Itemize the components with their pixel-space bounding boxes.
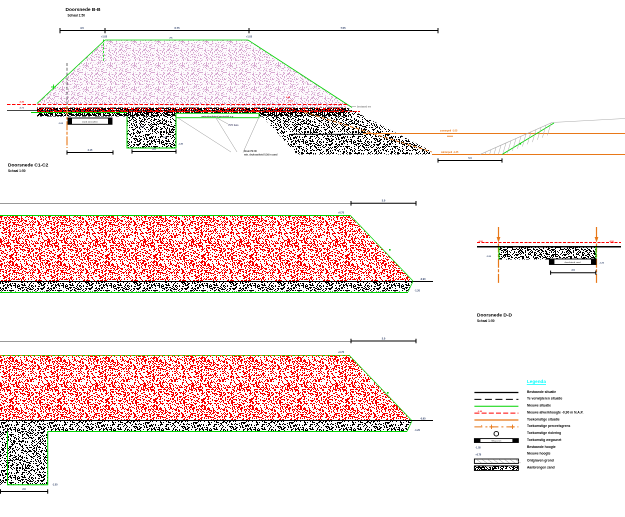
svg-text:Nieuwe situatie: Nieuwe situatie [527,404,551,408]
svg-text:1:1.5: 1:1.5 [288,101,294,103]
svg-text:Schaal 1:50: Schaal 1:50 [68,14,86,18]
svg-text:Doorsnede D-D: Doorsnede D-D [477,313,512,319]
svg-text:Te verwijderen situatie: Te verwijderen situatie [527,397,562,401]
svg-text:-0.90: -0.90 [609,241,615,243]
svg-text:-1.20: -1.20 [599,263,605,265]
svg-text:p: p [481,425,483,427]
svg-text:-1.40: -1.40 [162,136,168,139]
svg-text:5.0: 5.0 [382,336,386,340]
svg-text:-0.90: -0.90 [478,241,484,243]
svg-text:Aanbrengen zand: Aanbrengen zand [527,465,555,469]
svg-text:+0.70: +0.70 [338,351,345,354]
svg-text:Legenda: Legenda [527,379,546,384]
svg-text:-1.20: -1.20 [486,256,492,258]
svg-text:-1.05: -1.05 [475,447,481,449]
svg-text:Toekomstige riolering: Toekomstige riolering [527,431,561,435]
svg-text:-1.05: -1.05 [58,123,64,125]
svg-text:7.55: 7.55 [340,26,346,30]
svg-text:waterdoorlatend geotextiel o.g: waterdoorlatend geotextiel o.g. [201,115,234,118]
svg-text:-0.45: -0.45 [19,101,25,104]
svg-text:Doorsnede B-B: Doorsnede B-B [66,7,101,13]
svg-text:+0.70: +0.70 [475,454,482,456]
svg-text:min. drukvastheid 0,5d in zand: min. drukvastheid 0,5d in zand [244,154,278,157]
svg-text:+1.05: +1.05 [101,36,108,39]
svg-text:5.0: 5.0 [382,199,386,203]
svg-text:2%: 2% [169,37,172,39]
svg-text:2.15: 2.15 [88,149,93,152]
svg-text:Toekomstige perceelsgrens: Toekomstige perceelsgrens [527,424,571,428]
svg-text:-1.20: -1.20 [415,289,421,292]
svg-text:-1.00: -1.00 [139,127,145,129]
svg-text:-1.50: -1.50 [52,484,58,487]
svg-text:6.75: 6.75 [174,26,180,30]
svg-text:-0.90: -0.90 [420,278,426,281]
svg-text:Toekomstige situatie: Toekomstige situatie [527,417,560,421]
svg-text:2.0: 2.0 [22,488,26,491]
svg-text:5.0: 5.0 [468,157,472,160]
svg-text:-0.90: -0.90 [420,417,426,420]
svg-text:PVC buis: PVC buis [229,125,240,127]
svg-text:-1.20: -1.20 [415,429,421,432]
svg-text:Schaal 1:50: Schaal 1:50 [477,319,495,323]
svg-text:3.5: 3.5 [80,26,84,30]
svg-text:Bestaande hoogte: Bestaande hoogte [527,445,556,449]
svg-text:-0.90: -0.90 [478,411,483,413]
svg-text:winterpeil -1.25: winterpeil -1.25 [441,151,459,154]
svg-text:zand aanvullen: zand aanvullen [82,122,98,124]
svg-text:Bestaande situatie: Bestaande situatie [527,390,556,394]
svg-text:doorlatend zand: doorlatend zand [564,261,581,264]
svg-text:bestaand mv: bestaand mv [357,106,372,109]
svg-text:-1.40: -1.40 [178,143,184,146]
svg-text:2.0: 2.0 [152,148,156,151]
svg-text:Nieuwe hoogte: Nieuwe hoogte [527,452,551,456]
svg-text:Toekomstig wegcunet: Toekomstig wegcunet [527,438,562,442]
svg-text:+1.05: +1.05 [246,36,253,39]
svg-text:2.5: 2.5 [572,269,576,272]
svg-text:Ontgraven grond: Ontgraven grond [527,459,554,463]
svg-text:-0.75: -0.75 [19,107,25,109]
svg-text:Wegcunet: Wegcunet [491,440,501,443]
svg-text:Drain PE 80: Drain PE 80 [244,151,257,153]
svg-text:+0.70: +0.70 [338,211,345,214]
svg-text:zomerpeil -1.05: zomerpeil -1.05 [440,130,458,133]
svg-text:Doorsnede C1-C2: Doorsnede C1-C2 [8,163,49,169]
svg-text:0.45: 0.45 [286,96,291,99]
svg-text:Nieuwe afwerkhoogte -0,90 m N.: Nieuwe afwerkhoogte -0,90 m N.A.P. [527,410,584,414]
svg-text:Schaal 1:50: Schaal 1:50 [8,169,26,173]
